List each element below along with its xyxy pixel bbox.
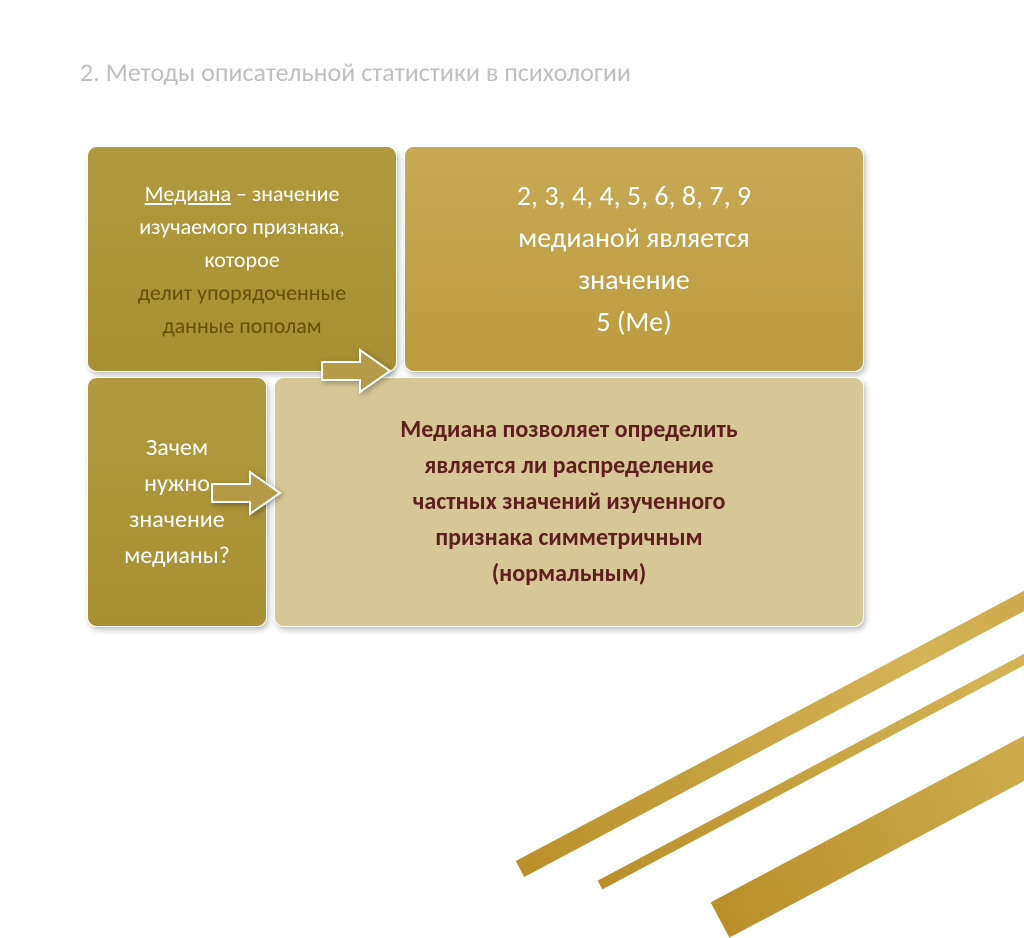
q-line1: Зачем xyxy=(146,430,208,466)
box-example: 2, 3, 4, 4, 5, 6, 8, 7, 9 медианой являе… xyxy=(404,146,864,372)
def-line4: делит упорядоченные xyxy=(138,276,346,309)
ex-line1: 2, 3, 4, 4, 5, 6, 8, 7, 9 xyxy=(517,175,751,217)
term-median: Медиана xyxy=(145,180,231,207)
arrow-icon-2 xyxy=(210,470,282,521)
def-line5: данные пополам xyxy=(162,309,321,342)
ex-line4: 5 (Me) xyxy=(596,301,671,343)
ans-line3: частных значений изученного xyxy=(413,484,726,520)
ex-line3: значение xyxy=(578,259,689,301)
arrow-path-2 xyxy=(212,472,280,514)
q-line4: медианы? xyxy=(124,538,230,574)
arrow-path-1 xyxy=(322,350,390,392)
ans-line5: (нормальным) xyxy=(492,556,647,592)
ans-line1: Медиана позволяет определить xyxy=(400,412,737,448)
def-line1-rest: – значение xyxy=(231,180,339,207)
arrow-icon-1 xyxy=(320,348,392,399)
ex-line2: медианой является xyxy=(518,217,749,259)
box-definition: Медиана – значение изучаемого признака, … xyxy=(87,146,397,372)
def-line2: изучаемого признака, xyxy=(139,210,345,243)
box-answer: Медиана позволяет определить является ли… xyxy=(274,377,864,627)
q-line2: нужно xyxy=(144,466,210,502)
ans-line4: признака симметричным xyxy=(435,520,702,556)
ans-line2: является ли распределение xyxy=(424,448,713,484)
slide-title: 2. Методы описательной статистики в псих… xyxy=(80,56,631,88)
def-line3: которое xyxy=(204,243,279,276)
